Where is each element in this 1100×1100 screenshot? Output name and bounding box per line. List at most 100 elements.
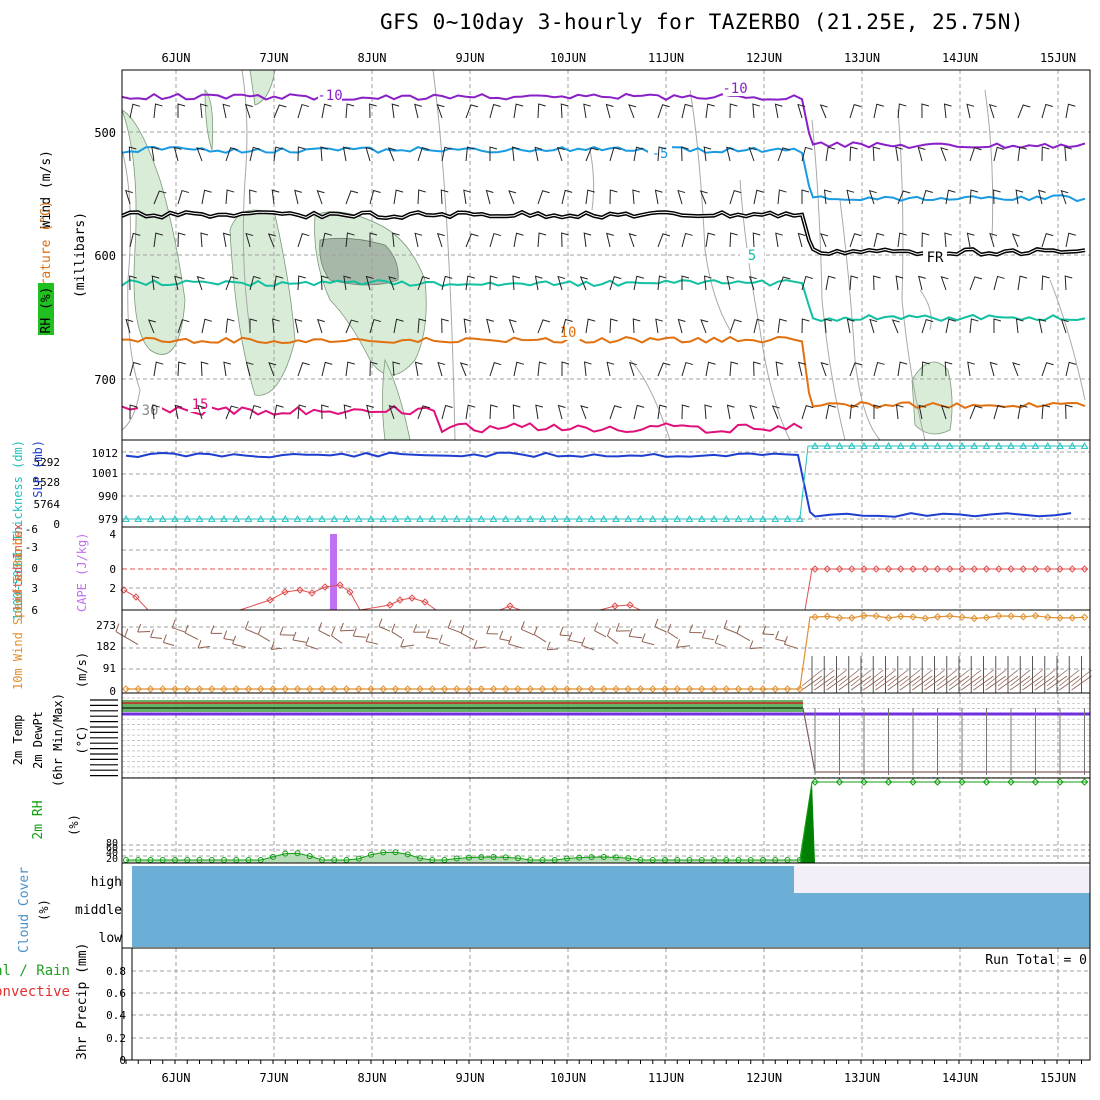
rh2m-after-marker-10 xyxy=(1056,778,1064,786)
upper-wind-barb xyxy=(849,146,858,162)
wind10-speed-line xyxy=(126,614,1085,690)
wind10-marker-22 xyxy=(391,685,400,693)
wind10-marker-48 xyxy=(710,685,718,693)
rh2m-marker-28 xyxy=(466,854,472,861)
upper-wind-barb xyxy=(225,405,239,420)
wind10-barb xyxy=(279,626,295,636)
wind10-barb xyxy=(783,636,799,650)
upper-wind-barb xyxy=(1064,275,1073,291)
upper-wind-barb xyxy=(556,146,565,162)
thickness-after-marker-13 xyxy=(970,441,979,449)
upper-wind-barb xyxy=(465,146,475,162)
wind10-marker-53 xyxy=(771,685,779,693)
wind10-marker-9 xyxy=(232,685,240,693)
upper-wind-barb xyxy=(1017,404,1028,420)
cape-ylabel-li: Lifted Index xyxy=(11,523,25,610)
wind10-marker-19 xyxy=(355,685,363,693)
thickness-marker-32 xyxy=(514,514,522,522)
wind10-barb xyxy=(533,626,547,643)
upper-wind-barb xyxy=(489,146,498,162)
thickness-after-marker-7 xyxy=(896,441,905,449)
upper-wind-barb xyxy=(388,276,397,291)
upper-wind-barb xyxy=(129,103,141,119)
wind10-marker-12 xyxy=(269,685,277,693)
upper-wind-barb xyxy=(700,319,709,334)
upper-wind-barb xyxy=(320,275,329,291)
upper-wind-barb xyxy=(824,318,833,334)
upper-wind-barb xyxy=(414,103,422,119)
thickness-after-marker-2 xyxy=(835,441,844,449)
lifted-after-marker-1 xyxy=(823,565,831,573)
upper-wind-barb xyxy=(342,146,351,162)
upper-wind-barb xyxy=(465,104,479,119)
thickness-marker-9 xyxy=(232,514,241,522)
upper-wind-barb xyxy=(705,361,716,377)
rh2m-marker-30 xyxy=(490,854,497,861)
upper-wind-barb xyxy=(895,404,904,420)
upper-wind-barb xyxy=(489,232,502,248)
upper-wind-barb xyxy=(657,275,667,291)
upper-wind-barb xyxy=(752,232,761,248)
upper-wind-barb xyxy=(873,361,885,377)
day-label-top-6jun: 6JUN xyxy=(162,51,191,65)
contour-label-bg-4 xyxy=(740,248,764,263)
wind10-barb-after-tail xyxy=(936,669,957,691)
chart-title: GFS 0~10day 3-hourly for TAZERBO (21.25E… xyxy=(380,10,1025,34)
upper-wind-barb xyxy=(1064,146,1072,162)
upper-wind-barb xyxy=(557,404,566,420)
upper-wind-barb xyxy=(969,318,979,334)
upper-wind-barb xyxy=(775,361,784,377)
rh-shade-6 xyxy=(911,361,953,435)
wind10-barb-after-tail xyxy=(1071,669,1092,691)
wind10-marker-29 xyxy=(477,685,485,693)
upper-wind-barb xyxy=(1065,361,1077,377)
upper-wind-barb xyxy=(177,361,186,377)
lifted-index-line xyxy=(123,568,1088,611)
upper-wind-barb xyxy=(993,189,1001,205)
contour-label-7: 30 xyxy=(142,403,159,419)
wind10-barb xyxy=(400,638,415,648)
lifted-marker-1 xyxy=(132,593,140,601)
upper-wind-barb xyxy=(657,233,671,248)
upper-wind-barb xyxy=(849,275,859,291)
wind10-barb xyxy=(232,635,247,648)
upper-wind-barb xyxy=(940,404,949,420)
thickness-after-marker-8 xyxy=(909,441,917,449)
upper-wind-barb xyxy=(993,318,1002,334)
precip-legend-total: Total / Rain xyxy=(0,963,70,979)
rh2m-fill xyxy=(126,852,800,863)
upper-ytick-500: 500 xyxy=(94,126,116,140)
wind10-marker-33 xyxy=(526,685,534,693)
wind10-barb xyxy=(331,627,343,644)
thickness-marker-6 xyxy=(195,514,204,522)
wind10-barb-after-tail xyxy=(814,669,835,691)
upper-wind-barb xyxy=(225,147,238,162)
wind10-barb-after-tail xyxy=(1022,669,1043,691)
upper-wind-barb xyxy=(944,232,952,248)
upper-wind-barb xyxy=(465,233,479,248)
temp2m-unit: (°C) xyxy=(75,726,89,755)
upper-wind-barb xyxy=(174,275,182,291)
upper-wind-barb xyxy=(369,189,381,205)
upper-wind-barb xyxy=(872,146,881,162)
upper-wind-barb xyxy=(129,404,138,420)
thickness-after-marker-9 xyxy=(921,441,930,449)
upper-wind-barb xyxy=(321,103,332,119)
wind10-marker-24 xyxy=(416,685,424,693)
upper-wind-barb xyxy=(465,275,475,291)
upper-wind-barb xyxy=(294,189,302,205)
lifted-marker-10 xyxy=(396,596,404,604)
upper-wind-barb xyxy=(560,103,569,119)
thickness-marker-38 xyxy=(587,514,596,522)
upper-wind-barb xyxy=(825,146,836,162)
upper-wind-barb xyxy=(895,275,904,291)
upper-wind-barb xyxy=(609,405,622,420)
lifted-after-marker-7 xyxy=(897,565,905,573)
cloud-level-middle: middle xyxy=(75,903,122,918)
day-label-top-8jun: 8JUN xyxy=(358,51,387,65)
wind10-barb-after-tail xyxy=(997,669,1019,691)
upper-wind-barb xyxy=(201,318,213,334)
upper-wind-barb xyxy=(1017,146,1027,162)
upper-wind-barb xyxy=(943,103,952,119)
upper-wind-barb xyxy=(489,404,498,420)
